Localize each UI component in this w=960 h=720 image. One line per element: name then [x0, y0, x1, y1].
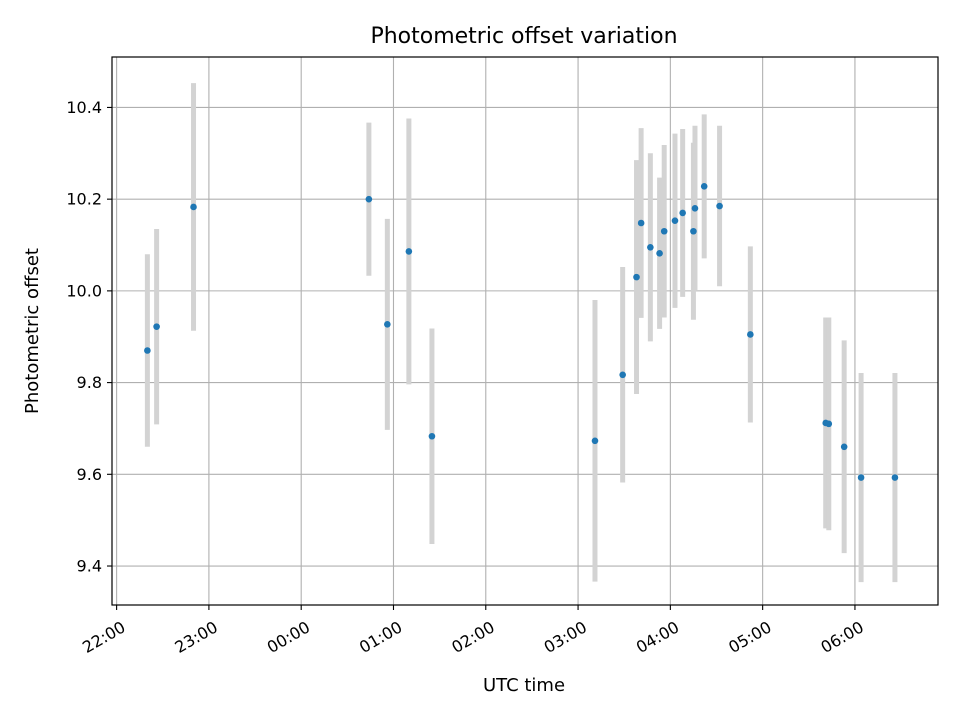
data-point — [619, 371, 626, 379]
data-point — [840, 443, 848, 451]
data-point — [647, 244, 654, 251]
data-point — [679, 209, 686, 217]
data-point — [857, 474, 865, 481]
data-point — [633, 273, 640, 281]
data-point — [691, 205, 699, 212]
y-tick-label: 10.0 — [66, 281, 102, 300]
y-tick-label: 9.6 — [77, 465, 102, 484]
data-point — [891, 474, 899, 481]
data-point — [690, 227, 697, 235]
data-point — [700, 183, 708, 190]
y-tick-label: 9.4 — [77, 557, 102, 576]
data-point — [656, 249, 663, 257]
y-axis-label: Photometric offset — [22, 248, 43, 414]
chart-title: Photometric offset variation — [370, 24, 677, 49]
data-point — [747, 331, 754, 338]
y-tick-label: 9.8 — [77, 373, 102, 392]
x-axis-label: UTC time — [483, 675, 565, 696]
data-point — [384, 321, 391, 328]
data-point — [671, 217, 679, 225]
data-point — [825, 420, 833, 428]
data-point — [428, 432, 436, 440]
data-point — [591, 437, 599, 445]
data-point — [660, 227, 668, 235]
data-point — [365, 195, 373, 203]
data-point — [144, 347, 151, 354]
point-layer — [144, 183, 899, 481]
data-point — [637, 219, 645, 227]
y-tick-label: 10.4 — [66, 98, 102, 117]
y-tick-label: 10.2 — [66, 190, 102, 209]
grid-layer — [112, 57, 938, 605]
data-point — [190, 203, 197, 211]
data-point — [153, 323, 160, 330]
data-point — [716, 202, 723, 210]
data-point — [405, 248, 413, 255]
plot-frame — [111, 56, 939, 606]
